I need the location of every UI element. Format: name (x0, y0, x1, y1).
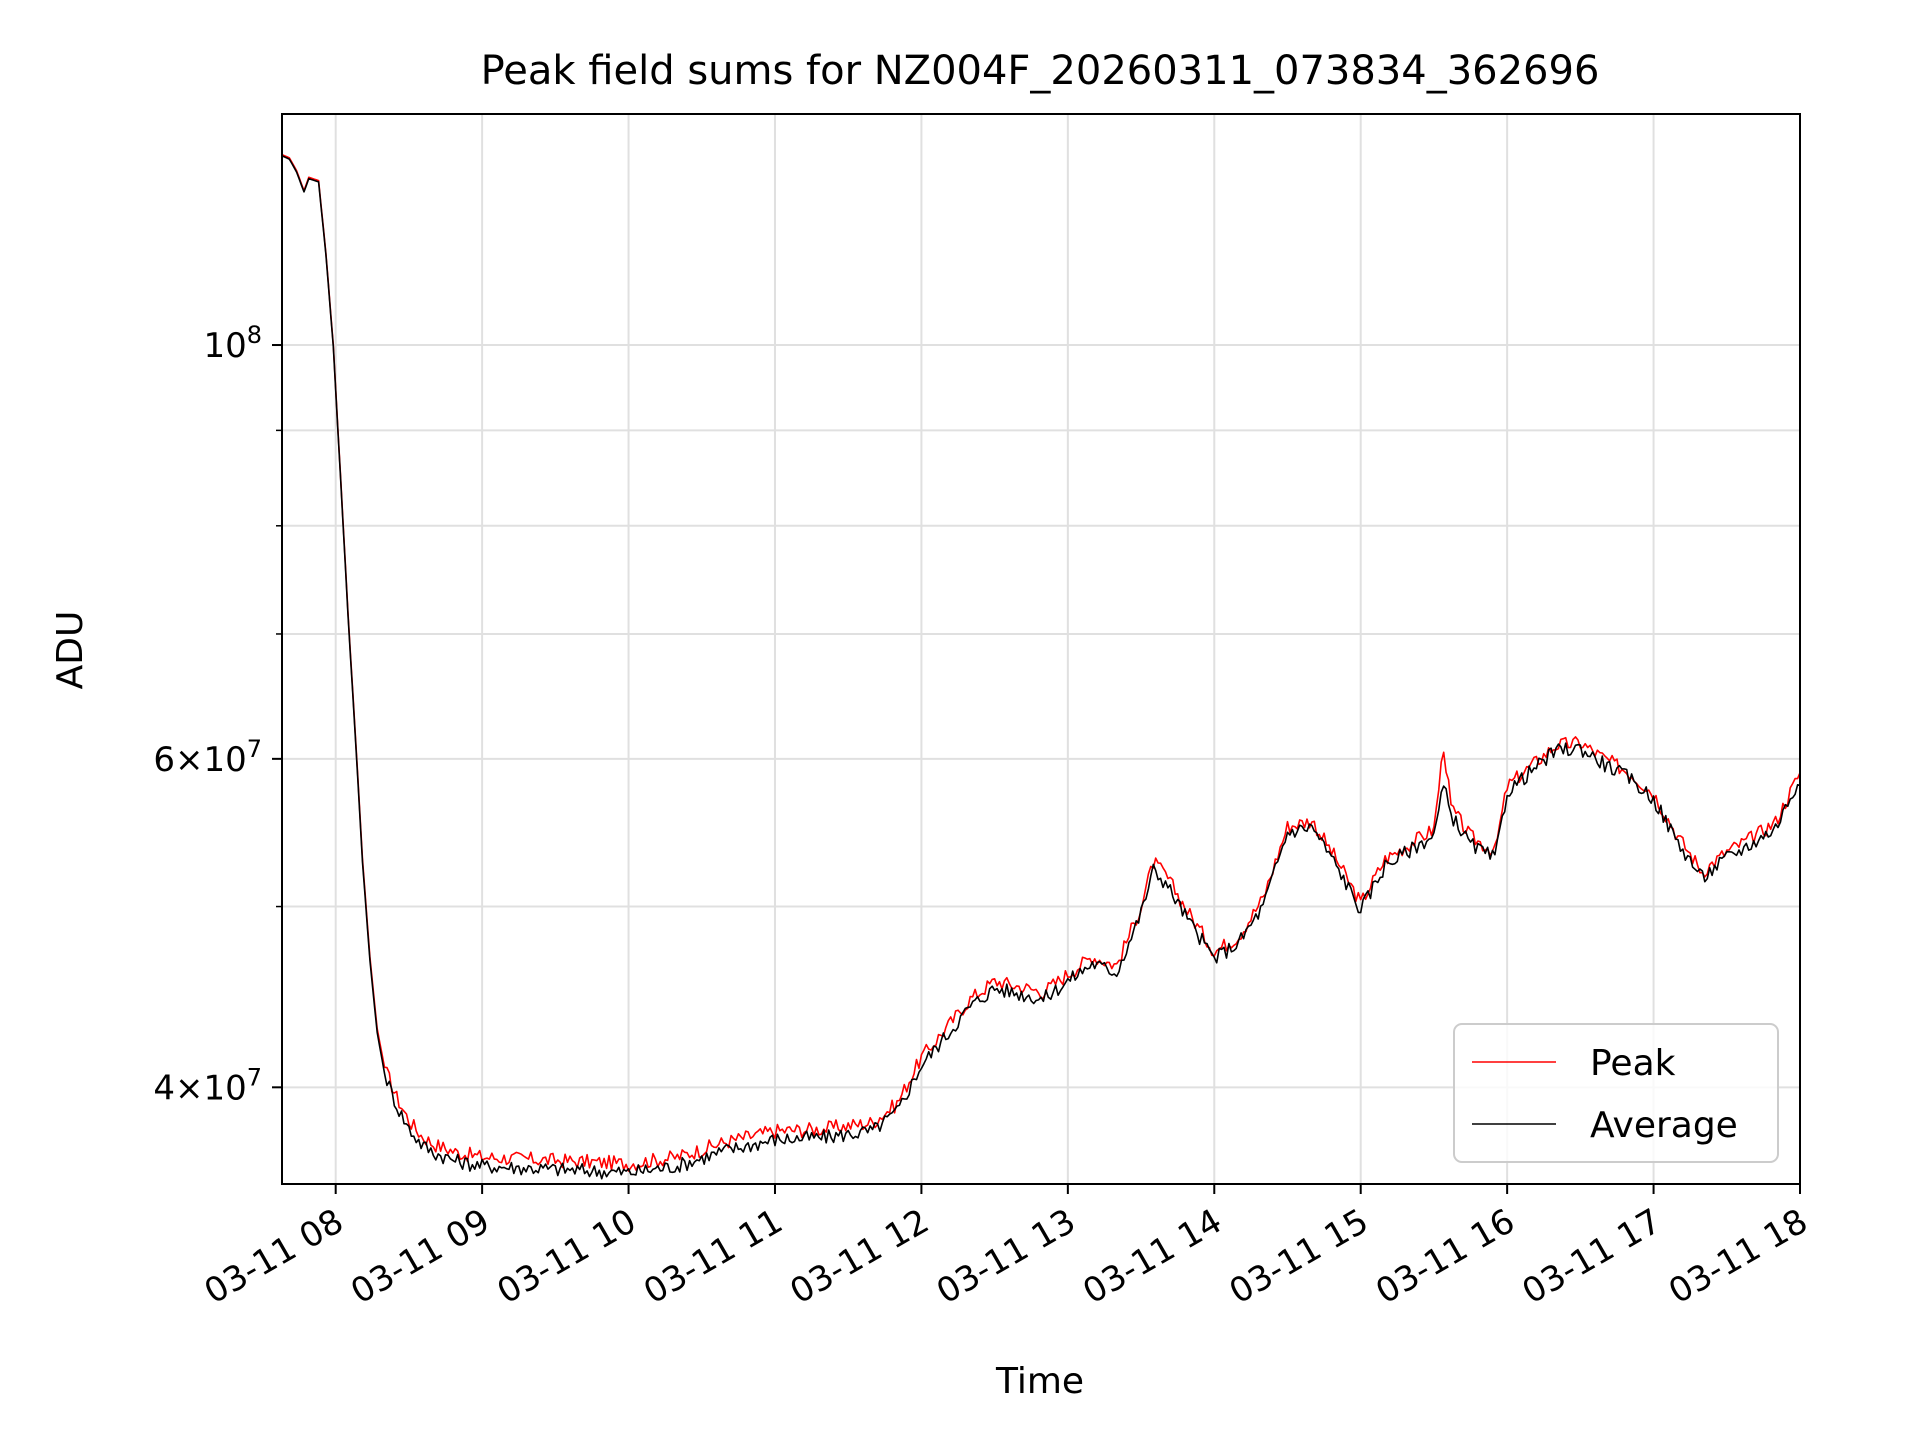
x-axis-label: Time (995, 1361, 1084, 1402)
y-tick-label: 4×107 (153, 1063, 262, 1108)
legend-label-average: Average (1590, 1105, 1738, 1146)
series-line-peak (281, 113, 1801, 1172)
plot-frame (281, 113, 1801, 1185)
legend-label-peak: Peak (1590, 1043, 1676, 1084)
chart-title: Peak field sums for NZ004F_20260311_0738… (481, 48, 1600, 94)
legend: Peak Average (1453, 1023, 1779, 1163)
legend-box (1453, 1023, 1779, 1163)
y-axis-label: ADU (50, 611, 91, 690)
series-line-average (281, 116, 1801, 1180)
y-tick-label: 6×107 (153, 735, 262, 780)
series-layer (281, 113, 1801, 1180)
